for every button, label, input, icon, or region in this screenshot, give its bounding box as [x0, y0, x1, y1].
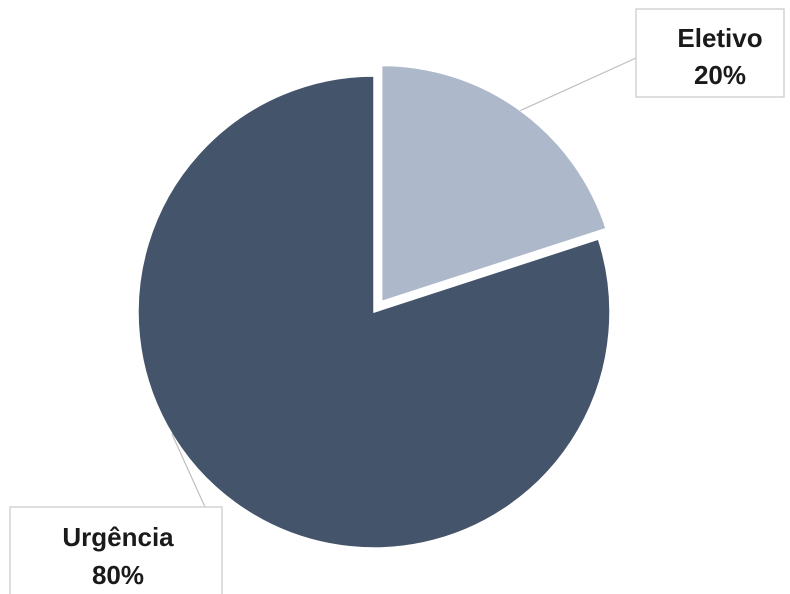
- leader-line-eletivo: [520, 57, 637, 112]
- data-label-eletivo-category: Eletivo: [677, 23, 762, 53]
- data-label-urgencia-category: Urgência: [62, 522, 174, 552]
- data-label-eletivo-value: 20%: [694, 60, 746, 90]
- data-label-urgencia-box: [9, 506, 223, 594]
- data-label-urgencia-value: 80%: [92, 560, 144, 590]
- leader-line-urgencia: [171, 433, 206, 508]
- pie-slices: [137, 64, 611, 549]
- leader-lines: [171, 57, 637, 508]
- pie-slice-urgencia: [137, 75, 611, 549]
- data-label-eletivo-box: [635, 8, 785, 98]
- data-label-eletivo: Eletivo 20%: [635, 8, 785, 98]
- data-label-urgencia: Urgência 80%: [9, 506, 223, 594]
